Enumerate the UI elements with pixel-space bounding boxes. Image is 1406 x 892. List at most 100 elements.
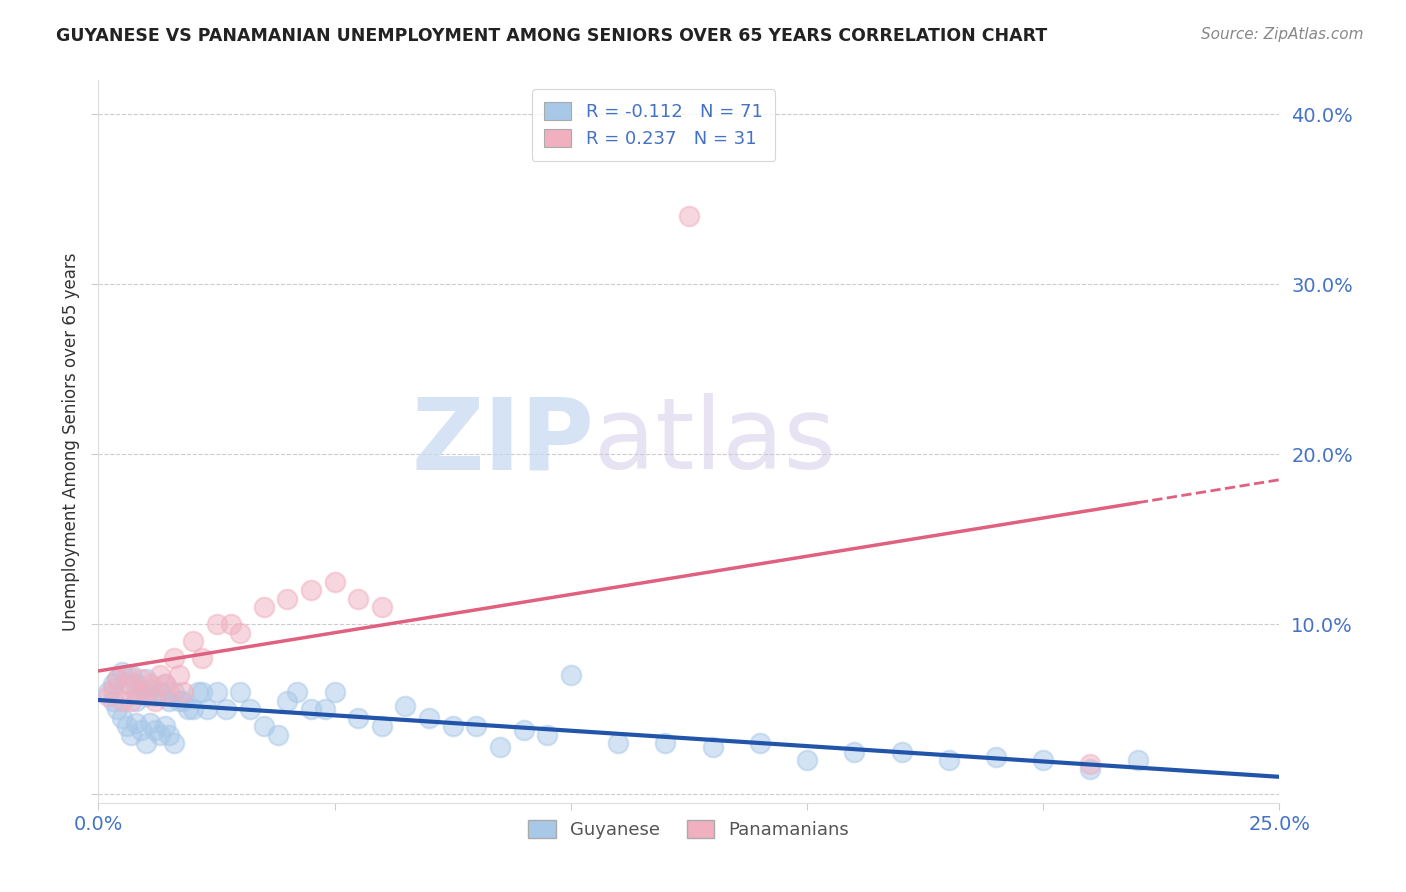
Point	[205, 617, 228, 632]
Point	[215, 702, 238, 716]
Point	[418, 711, 440, 725]
Point	[299, 702, 322, 716]
Point	[654, 736, 676, 750]
Point	[796, 753, 818, 767]
Point	[121, 668, 143, 682]
Point	[560, 668, 582, 682]
Point	[157, 694, 180, 708]
Point	[125, 715, 148, 730]
Point	[323, 574, 346, 589]
Point	[607, 736, 630, 750]
Point	[984, 750, 1007, 764]
Point	[181, 702, 204, 716]
Point	[938, 753, 960, 767]
Point	[253, 719, 276, 733]
Point	[239, 702, 262, 716]
Point	[191, 651, 214, 665]
Point	[129, 672, 152, 686]
Point	[299, 583, 322, 598]
Point	[371, 600, 394, 615]
Point	[153, 677, 176, 691]
Point	[702, 739, 724, 754]
Point	[253, 600, 276, 615]
Point	[157, 728, 180, 742]
Point	[347, 711, 370, 725]
Point	[167, 694, 190, 708]
Point	[229, 685, 252, 699]
Point	[890, 745, 912, 759]
Point	[844, 745, 866, 759]
Point	[121, 728, 143, 742]
Point	[125, 677, 148, 691]
Point	[177, 702, 200, 716]
Point	[314, 702, 336, 716]
Point	[97, 689, 120, 703]
Point	[465, 719, 488, 733]
Point	[149, 668, 172, 682]
Point	[149, 728, 172, 742]
Point	[101, 694, 124, 708]
Point	[101, 681, 124, 696]
Point	[105, 702, 128, 716]
Point	[195, 702, 218, 716]
Text: GUYANESE VS PANAMANIAN UNEMPLOYMENT AMONG SENIORS OVER 65 YEARS CORRELATION CHAR: GUYANESE VS PANAMANIAN UNEMPLOYMENT AMON…	[56, 27, 1047, 45]
Point	[115, 668, 138, 682]
Point	[139, 681, 162, 696]
Point	[97, 685, 120, 699]
Point	[115, 677, 138, 691]
Point	[441, 719, 464, 733]
Point	[276, 694, 298, 708]
Point	[167, 668, 190, 682]
Text: atlas: atlas	[595, 393, 837, 490]
Point	[229, 625, 252, 640]
Point	[512, 723, 534, 737]
Point	[143, 723, 166, 737]
Point	[111, 694, 134, 708]
Point	[121, 677, 143, 691]
Point	[187, 685, 209, 699]
Point	[267, 728, 290, 742]
Point	[172, 694, 194, 708]
Point	[129, 685, 152, 699]
Point	[125, 685, 148, 699]
Point	[1032, 753, 1054, 767]
Point	[121, 694, 143, 708]
Legend: Guyanese, Panamanians: Guyanese, Panamanians	[516, 807, 862, 852]
Point	[219, 617, 242, 632]
Point	[153, 719, 176, 733]
Point	[371, 719, 394, 733]
Point	[157, 685, 180, 699]
Point	[105, 672, 128, 686]
Point	[163, 685, 186, 699]
Point	[153, 677, 176, 691]
Point	[205, 685, 228, 699]
Point	[135, 685, 157, 699]
Text: Source: ZipAtlas.com: Source: ZipAtlas.com	[1201, 27, 1364, 42]
Point	[347, 591, 370, 606]
Point	[139, 677, 162, 691]
Point	[143, 694, 166, 708]
Point	[149, 685, 172, 699]
Point	[1080, 756, 1102, 771]
Point	[135, 689, 157, 703]
Point	[1080, 762, 1102, 776]
Point	[678, 209, 700, 223]
Point	[394, 698, 416, 713]
Point	[536, 728, 558, 742]
Point	[285, 685, 308, 699]
Point	[111, 711, 134, 725]
Y-axis label: Unemployment Among Seniors over 65 years: Unemployment Among Seniors over 65 years	[62, 252, 80, 631]
Point	[125, 694, 148, 708]
Point	[748, 736, 770, 750]
Point	[105, 672, 128, 686]
Point	[489, 739, 512, 754]
Point	[276, 591, 298, 606]
Point	[135, 672, 157, 686]
Point	[135, 736, 157, 750]
Point	[163, 736, 186, 750]
Text: ZIP: ZIP	[412, 393, 595, 490]
Point	[172, 685, 194, 699]
Point	[163, 651, 186, 665]
Point	[191, 685, 214, 699]
Point	[143, 689, 166, 703]
